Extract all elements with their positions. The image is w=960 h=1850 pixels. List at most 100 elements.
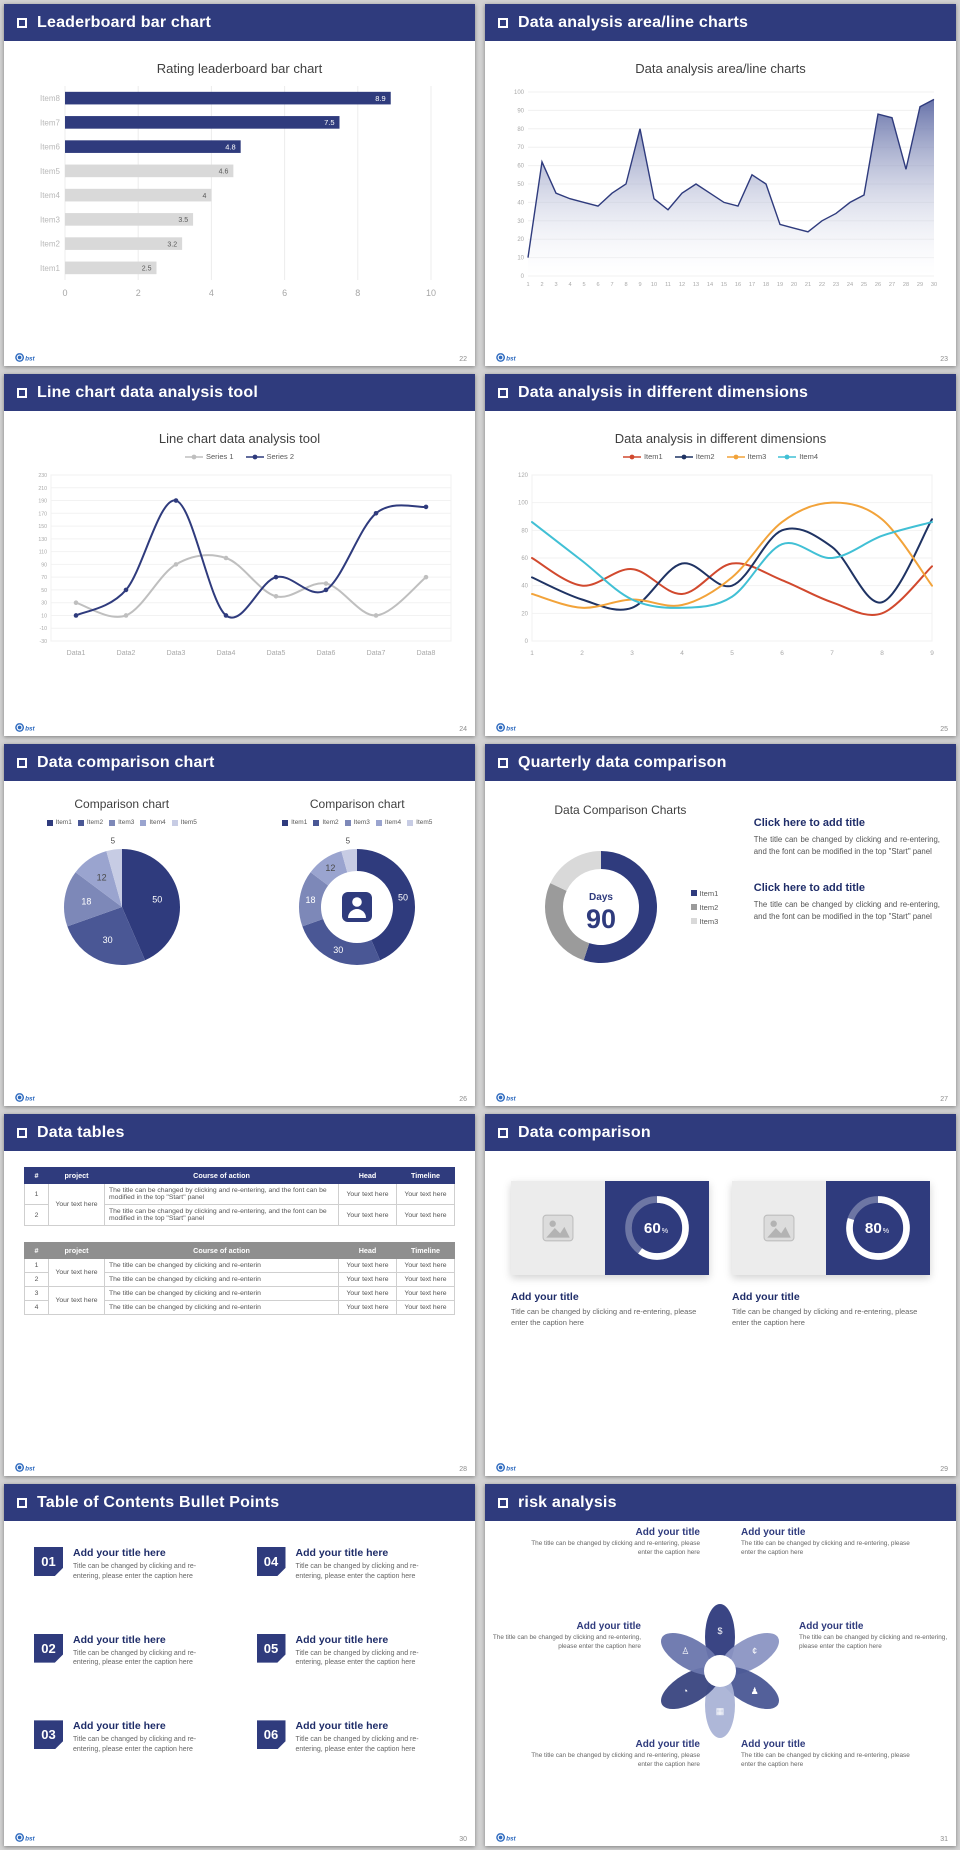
risk-item: Add your title The title can be changed b… <box>799 1621 951 1652</box>
slide-data-tables[interactable]: Data tables # project Course of action Head… <box>4 1114 475 1476</box>
svg-text:230: 230 <box>38 473 47 479</box>
svg-text:4.8: 4.8 <box>225 142 235 151</box>
square-bullet-icon <box>17 757 27 768</box>
slide-dimensions-line-chart[interactable]: Data analysis in different dimensions Da… <box>485 374 956 736</box>
svg-text:80: 80 <box>517 127 524 133</box>
svg-text:60: 60 <box>521 556 528 562</box>
svg-text:26: 26 <box>874 282 880 288</box>
svg-text:7: 7 <box>830 650 834 657</box>
legend-label: Item1 <box>55 819 72 826</box>
money-bag-icon: $ <box>717 1626 722 1636</box>
table-header-cell: project <box>48 1242 105 1259</box>
table-row: 4 The title can be changed by clicking an… <box>24 1300 455 1315</box>
legend-item: Item3 <box>109 819 134 826</box>
table-header-cell: project <box>48 1167 105 1184</box>
svg-text:10: 10 <box>517 256 524 262</box>
toc-number-badge: 03 <box>34 1720 63 1750</box>
svg-text:29: 29 <box>916 282 922 288</box>
toc-item-title: Add your title here <box>73 1547 166 1559</box>
legend-label: Item1 <box>643 452 663 461</box>
square-bullet-icon <box>17 1127 27 1138</box>
table-row: 2 The title can be changed by clicking an… <box>24 1204 455 1226</box>
risk-diagram-area: $ ¢ ♟ ▦ ◔ ♙ Add your title The title can be ch… <box>485 1523 956 1823</box>
donut-gauge-chart: Days 90 <box>523 831 683 983</box>
slide-header: Quarterly data comparison <box>485 744 956 781</box>
svg-text:20: 20 <box>517 237 524 243</box>
legend-item: Item5 <box>407 819 432 826</box>
slide-header: Line chart data analysis tool <box>4 374 475 411</box>
slide-risk-analysis[interactable]: risk analysis $ ¢ ♟ ▦ ◔ ♙ Add your title The t… <box>485 1484 956 1846</box>
svg-text:1: 1 <box>526 282 529 288</box>
legend-swatch <box>407 819 414 826</box>
svg-text:8: 8 <box>355 288 360 298</box>
legend-label: Item1 <box>699 888 719 898</box>
svg-text:14: 14 <box>706 282 712 288</box>
legend-label: Series 2 <box>266 452 295 461</box>
pie-chart: 50 30 18 12 5 <box>47 832 197 982</box>
legend-marker-icon <box>726 454 745 459</box>
svg-text:Item8: Item8 <box>39 94 60 103</box>
svg-text:50: 50 <box>517 182 524 188</box>
table-header-cell: Head <box>338 1242 397 1259</box>
svg-text:30: 30 <box>102 935 112 945</box>
slide-header-title: Quarterly data comparison <box>518 753 727 771</box>
risk-item-title: Add your title <box>741 1739 806 1750</box>
svg-text:Data7: Data7 <box>366 650 385 657</box>
toc-item: 05 Add your title here Title can be change… <box>256 1633 446 1711</box>
svg-text:5: 5 <box>110 837 115 846</box>
slide-area-line-charts[interactable]: Data analysis area/line charts Data anal… <box>485 4 956 366</box>
chart-legend: Item1 Item2 Item3 <box>690 888 719 926</box>
toc-number-badge: 02 <box>34 1633 63 1663</box>
image-placeholder-icon <box>732 1181 826 1275</box>
table-row: 1 Your text here The title can be changed … <box>24 1258 455 1287</box>
legend-swatch <box>690 904 697 910</box>
svg-text:10: 10 <box>425 288 435 298</box>
legend-label: Item4 <box>799 452 819 461</box>
slide-data-comparison-cards[interactable]: Data comparison 60% Add your title Title… <box>485 1114 956 1476</box>
svg-text:1: 1 <box>530 650 534 657</box>
slide-canvas: Data analysis area/line charts 0 10 20 30 40… <box>485 41 956 366</box>
legend-label: Series 1 <box>205 452 234 461</box>
square-bullet-icon <box>498 17 508 28</box>
svg-text:Item4: Item4 <box>39 191 60 200</box>
svg-text:2: 2 <box>580 650 584 657</box>
legend-item: Item3 <box>726 452 766 461</box>
legend-marker-icon <box>184 454 203 459</box>
chart-title: Data analysis in different dimensions <box>614 431 827 446</box>
svg-text:Data3: Data3 <box>166 650 185 657</box>
svg-text:Data5: Data5 <box>266 650 285 657</box>
legend-item: Item5 <box>171 819 197 826</box>
donut-chart: 50 30 18 12 5 <box>282 832 432 982</box>
chart-pie-icon: ◔ <box>683 1686 688 1696</box>
svg-text:Data6: Data6 <box>316 650 335 657</box>
svg-text:70: 70 <box>41 575 47 581</box>
svg-text:8.9: 8.9 <box>375 94 385 103</box>
block-body: The title can be changed by clicking and… <box>753 835 940 857</box>
slide-line-chart-tool[interactable]: Line chart data analysis tool Line chart… <box>4 374 475 736</box>
toc-item-caption: Title can be changed by clicking and re-… <box>73 1736 197 1754</box>
svg-text:90: 90 <box>585 904 615 934</box>
toc-item-caption: Title can be changed by clicking and re-… <box>295 1563 419 1580</box>
svg-text:3: 3 <box>554 282 557 288</box>
legend-swatch <box>690 918 697 924</box>
data-card: 60% Add your title Title can be changed … <box>511 1181 709 1329</box>
toc-item-title: Add your title here <box>295 1633 389 1646</box>
svg-text:7: 7 <box>610 282 613 288</box>
square-bullet-icon <box>498 1497 508 1508</box>
svg-text:2: 2 <box>135 288 140 298</box>
svg-text:25: 25 <box>860 282 866 288</box>
chart-title: Data Comparison Charts <box>554 803 687 817</box>
slide-data-comparison-chart[interactable]: Data comparison chart Comparison chart I… <box>4 744 475 1106</box>
slide-toc-bullet-points[interactable]: Table of Contents Bullet Points 01 Add yo… <box>4 1484 475 1846</box>
slide-header-title: Data comparison <box>518 1123 651 1141</box>
legend-swatch <box>77 819 84 826</box>
toc-item: 03 Add your title here Title can be change… <box>34 1720 223 1797</box>
slide-canvas: # project Course of action Head Timeline 1 You… <box>4 1151 475 1476</box>
area-chart: 0 10 20 30 40 50 60 70 80 90 100 1 2 3 4 5 6 7 8 9 10 11 12 13 1… <box>485 82 956 300</box>
slide-quarterly-data-comparison[interactable]: Quarterly data comparison Data Compariso… <box>485 744 956 1106</box>
risk-item-caption: The title can be changed by clicking and… <box>741 1752 910 1768</box>
slide-leaderboard-bar-chart[interactable]: Leaderboard bar chart Rating leaderboard… <box>4 4 475 366</box>
svg-text:5: 5 <box>346 837 351 846</box>
svg-text:9: 9 <box>638 282 641 288</box>
svg-text:30: 30 <box>334 945 344 955</box>
